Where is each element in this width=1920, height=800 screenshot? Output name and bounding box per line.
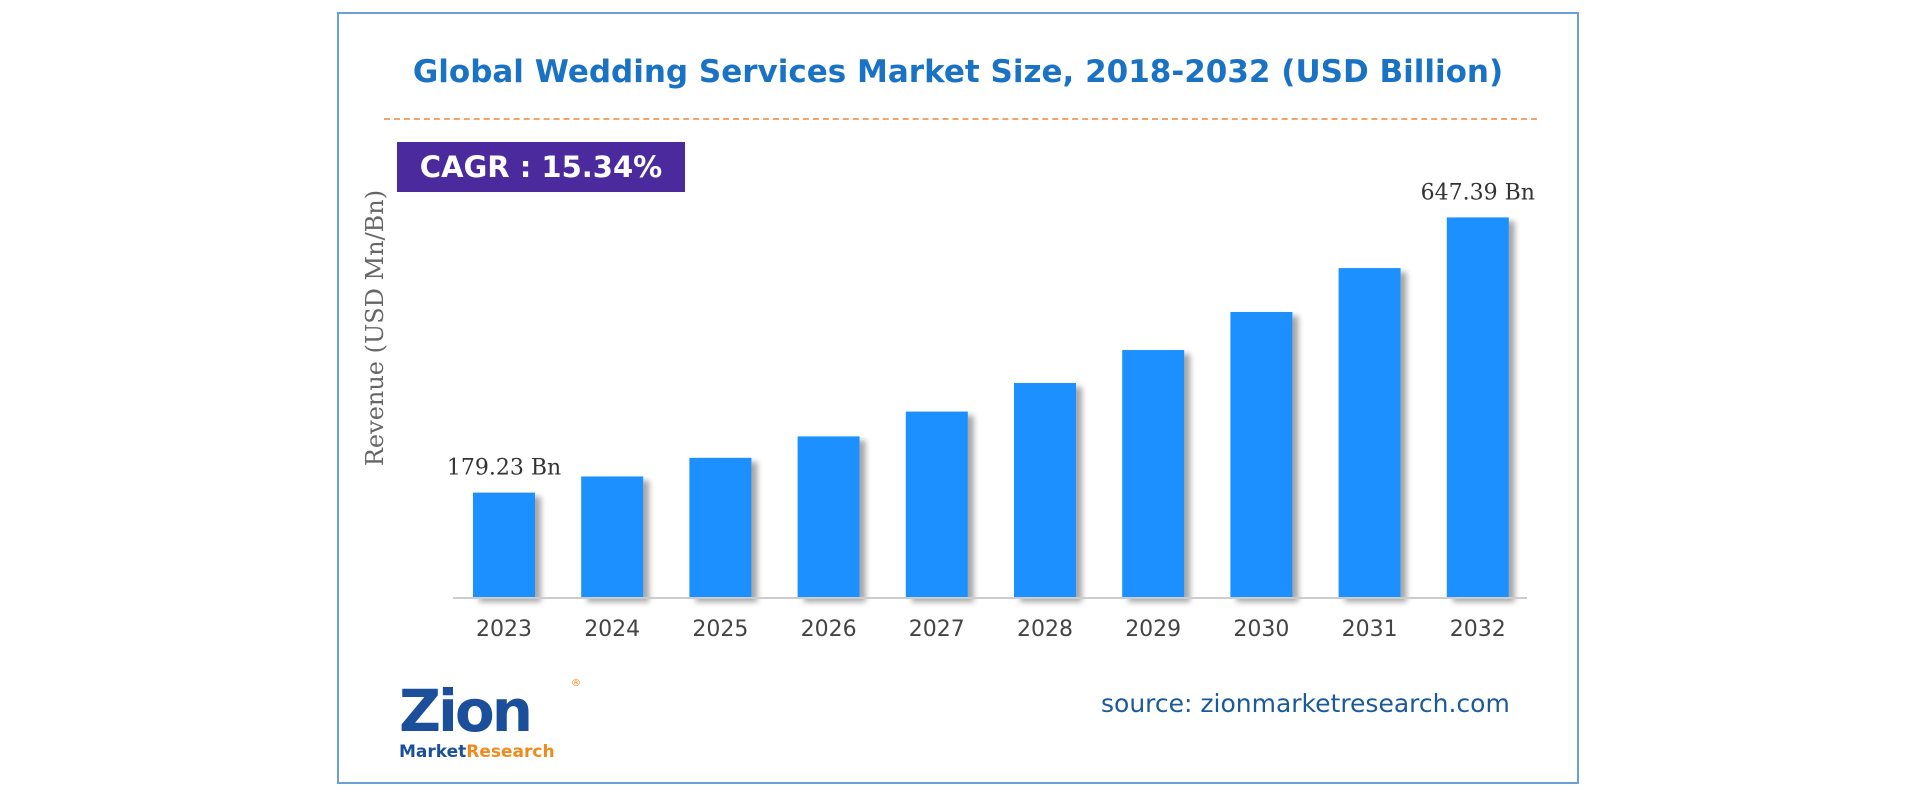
- x-tick-2024: 2024: [584, 617, 640, 642]
- source-text: source: zionmarketresearch.com: [1101, 689, 1510, 718]
- chart-title: Global Wedding Services Market Size, 201…: [412, 54, 1504, 90]
- bar-2026: [797, 436, 860, 598]
- bar-2030: [1230, 311, 1293, 598]
- x-tick-2025: 2025: [692, 617, 748, 642]
- x-tick-2031: 2031: [1342, 617, 1398, 642]
- data-label-2032: 647.39 Bn: [1421, 180, 1535, 205]
- x-tick-2027: 2027: [909, 617, 965, 642]
- x-tick-2026: 2026: [801, 617, 857, 642]
- data-label-2023: 179.23 Bn: [447, 456, 561, 481]
- x-tick-labels: 2023 2024 2025 2026 2027 2028 2029 2030 2031 2032: [476, 617, 1506, 642]
- data-labels: 179.23 Bn 647.39 Bn: [447, 180, 1535, 480]
- logo-sub-research: Research: [466, 742, 555, 762]
- logo-subtitle: MarketResearch: [399, 742, 555, 762]
- x-tick-2032: 2032: [1450, 617, 1506, 642]
- bar-chart: 2023 2024 2025 2026 2027 2028 2029 2030 2031 2032…: [447, 180, 1535, 642]
- logo-sub-market: Market: [399, 742, 467, 762]
- zion-logo: Zion ® MarketResearch: [399, 678, 589, 778]
- x-tick-2023: 2023: [476, 617, 532, 642]
- bar-2024: [581, 476, 644, 598]
- bar-2025: [689, 457, 752, 598]
- bar-2023: [473, 492, 535, 598]
- x-tick-2029: 2029: [1125, 617, 1181, 642]
- logo-registered-mark: ®: [571, 678, 581, 689]
- bars-group: [473, 217, 1509, 598]
- cagr-badge: CAGR : 15.34%: [397, 142, 685, 192]
- chart-frame: Global Wedding Services Market Size, 201…: [337, 12, 1579, 784]
- bar-2031: [1338, 268, 1401, 598]
- bar-2028: [1014, 383, 1076, 598]
- bar-2032: [1446, 217, 1509, 598]
- bar-2029: [1122, 350, 1185, 598]
- bar-2027: [905, 411, 968, 598]
- x-tick-2028: 2028: [1017, 617, 1073, 642]
- logo-wordmark: Zion: [399, 677, 533, 745]
- x-tick-2030: 2030: [1233, 617, 1289, 642]
- title-divider: [384, 118, 1537, 120]
